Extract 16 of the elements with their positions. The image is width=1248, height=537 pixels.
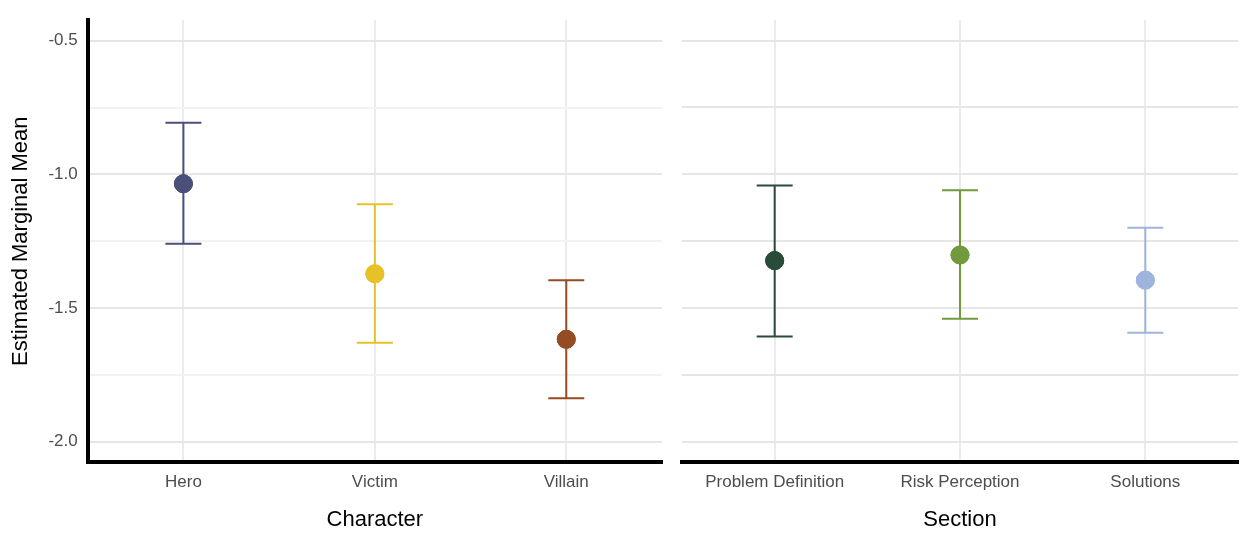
- y-tick-label: -0.5: [48, 30, 78, 50]
- x-axis-title: Section: [923, 505, 997, 531]
- x-tick-label: Solutions: [1110, 472, 1181, 492]
- x-tick-label: Risk Perception: [900, 472, 1020, 492]
- y-tick-label: -1.5: [48, 297, 78, 317]
- x-tick-label: Hero: [164, 472, 202, 492]
- x-tick-label: Victim: [351, 472, 398, 492]
- point: [365, 264, 385, 284]
- x-tick-label: Problem Definition: [705, 472, 845, 492]
- x-axis-title: Character: [326, 505, 424, 531]
- y-tick-label: -1.0: [48, 164, 78, 184]
- y-axis-title: Estimated Marginal Mean: [7, 116, 33, 366]
- x-tick-label: Villain: [543, 472, 589, 492]
- y-tick-label: -2.0: [48, 431, 78, 451]
- point: [556, 329, 576, 349]
- point: [173, 174, 193, 194]
